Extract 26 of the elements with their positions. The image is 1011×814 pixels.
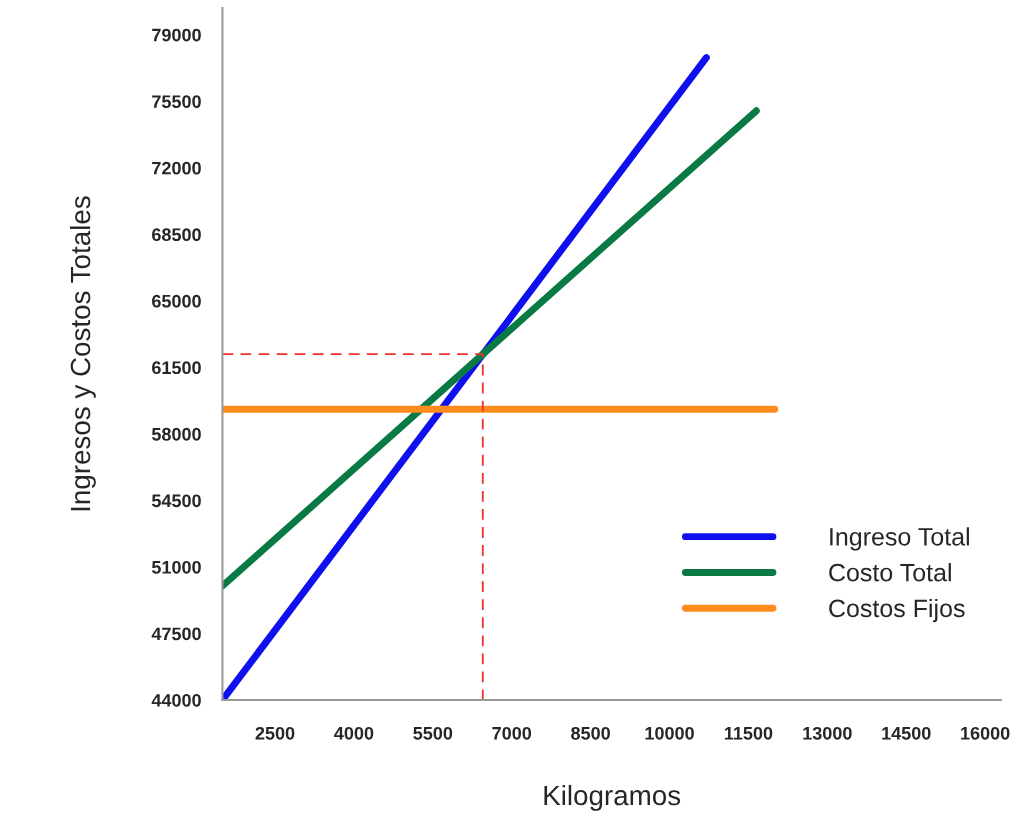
legend-label: Costos Fijos: [829, 598, 965, 623]
x-tick-label: 10000: [645, 726, 694, 740]
legend-label: Costo Total: [829, 563, 951, 582]
y-tick-label: 54500: [151, 494, 201, 508]
x-tick-label: 2500: [255, 726, 295, 740]
y-tick-label: 61500: [152, 361, 201, 375]
x-tick-label: 13000: [803, 726, 852, 740]
x-tick-label: 16000: [961, 726, 1010, 740]
y-tick-label: 58000: [151, 427, 201, 441]
y-tick-label: 51000: [151, 560, 201, 574]
y-tick-label: 75500: [152, 95, 201, 108]
x-tick-label: 7000: [492, 726, 532, 740]
y-tick-label: 68500: [152, 228, 201, 242]
x-tick-label: 5500: [413, 726, 453, 740]
x-tick-label: 8500: [571, 726, 610, 740]
y-tick-label: 47500: [151, 627, 201, 641]
y-tick-label: 72000: [152, 161, 201, 175]
y-axis-title: Ingresos y Costos Totales: [69, 196, 96, 511]
y-tick-label: 79000: [152, 28, 201, 42]
y-tick-label: 44000: [151, 693, 201, 707]
y-tick-label: 65000: [152, 294, 201, 308]
x-axis-title: Kilogramos: [544, 784, 681, 811]
x-tick-label: 4000: [334, 726, 374, 740]
x-tick-label: 11500: [724, 726, 773, 740]
x-tick-label: 14500: [882, 726, 931, 740]
legend-label: Ingreso Total: [830, 527, 969, 551]
